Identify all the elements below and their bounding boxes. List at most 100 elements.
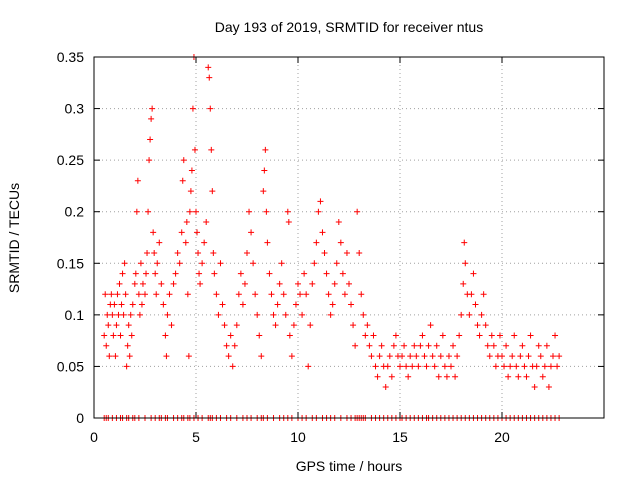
data-point (386, 353, 393, 360)
data-point (513, 363, 520, 370)
data-point (329, 301, 336, 308)
data-point (488, 332, 495, 339)
data-point (131, 280, 138, 287)
data-point (370, 332, 377, 339)
data-point (543, 342, 550, 349)
data-point (112, 353, 119, 360)
y-tick-label: 0.05 (57, 358, 84, 374)
data-point (454, 353, 461, 360)
data-point (458, 311, 465, 318)
data-point (550, 353, 556, 360)
data-point (452, 373, 459, 380)
data-point (462, 260, 469, 267)
data-point (122, 291, 129, 298)
data-point (501, 363, 508, 370)
data-points (101, 54, 563, 391)
data-point (399, 353, 406, 360)
data-point (207, 105, 214, 112)
data-point (476, 332, 483, 339)
data-point (172, 270, 179, 277)
data-point (525, 353, 532, 360)
chart-title: Day 193 of 2019, SRMTID for receiver ntu… (215, 19, 483, 35)
data-point (170, 280, 177, 287)
data-point (106, 353, 113, 360)
data-point (460, 280, 467, 287)
data-point (246, 208, 253, 215)
data-point (221, 322, 228, 329)
data-point (364, 322, 371, 329)
data-point (197, 280, 204, 287)
data-point (407, 353, 414, 360)
data-point (256, 332, 263, 339)
data-point (539, 373, 546, 380)
data-point (254, 311, 261, 318)
data-point (556, 353, 563, 360)
data-point (496, 332, 503, 339)
data-point (397, 363, 403, 370)
data-point (346, 280, 352, 287)
data-point (541, 363, 548, 370)
data-point (348, 301, 355, 308)
data-point (415, 363, 422, 370)
x-axis-label: GPS time / hours (296, 458, 403, 474)
data-point (401, 342, 408, 349)
data-point (244, 249, 250, 256)
data-point (315, 208, 322, 215)
data-point (137, 260, 144, 267)
data-point (405, 373, 412, 380)
data-point (103, 342, 110, 349)
data-point (179, 177, 186, 184)
y-tick-label: 0.25 (57, 152, 84, 168)
data-point (105, 322, 112, 329)
data-point (250, 260, 257, 267)
data-point (146, 157, 153, 164)
data-point (126, 353, 133, 360)
x-tick-label: 20 (494, 429, 510, 445)
data-point (270, 311, 277, 318)
data-point (521, 363, 528, 370)
data-point (433, 342, 440, 349)
data-point (545, 384, 552, 391)
data-point (311, 260, 318, 267)
y-tick-label: 0.15 (57, 255, 84, 271)
data-point (113, 322, 120, 329)
data-point (183, 219, 190, 226)
data-point (425, 342, 432, 349)
data-point (233, 322, 240, 329)
data-point (517, 353, 524, 360)
data-point (285, 219, 292, 226)
data-point (227, 332, 234, 339)
data-point (313, 239, 320, 246)
data-point (284, 208, 291, 215)
data-point (145, 208, 152, 215)
data-point (374, 373, 381, 380)
data-point (239, 301, 246, 308)
data-point (382, 384, 389, 391)
data-point (503, 342, 510, 349)
y-tick-label: 0.35 (57, 49, 84, 65)
data-point (417, 342, 424, 349)
data-point (331, 280, 338, 287)
data-point (537, 353, 544, 360)
data-point (547, 363, 554, 370)
data-point (125, 322, 132, 329)
data-point (199, 260, 206, 267)
data-point (378, 342, 385, 349)
data-point (411, 342, 418, 349)
data-point (507, 363, 514, 370)
data-point (127, 311, 134, 318)
data-point (474, 322, 481, 329)
data-point (511, 332, 518, 339)
data-point (480, 291, 487, 298)
data-point (203, 219, 210, 226)
data-point (552, 332, 559, 339)
grid (94, 57, 604, 418)
data-point (307, 322, 314, 329)
data-point (505, 373, 512, 380)
data-point (168, 322, 175, 329)
data-point (272, 322, 279, 329)
data-point (129, 301, 136, 308)
data-point (292, 301, 299, 308)
data-point (343, 249, 350, 256)
data-point (339, 270, 346, 277)
